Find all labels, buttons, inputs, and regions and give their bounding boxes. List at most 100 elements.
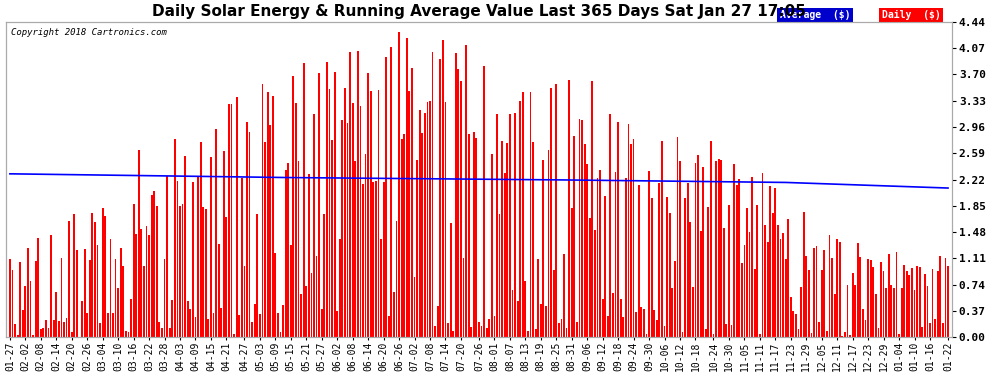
Bar	[909, 275, 910, 337]
Bar	[525, 281, 527, 337]
Bar	[329, 88, 331, 337]
Bar	[880, 262, 882, 337]
Bar	[728, 205, 730, 337]
Bar	[790, 297, 792, 337]
Bar	[504, 173, 506, 337]
Bar	[914, 290, 916, 337]
Bar	[743, 245, 745, 337]
Bar	[759, 334, 760, 337]
Bar	[226, 217, 228, 337]
Bar	[687, 183, 689, 337]
Bar	[334, 72, 336, 337]
Bar	[769, 186, 771, 337]
Bar	[491, 154, 493, 337]
Bar	[710, 141, 712, 337]
Bar	[501, 141, 503, 337]
Bar	[182, 204, 183, 337]
Bar	[264, 142, 266, 337]
Bar	[266, 92, 268, 337]
Bar	[390, 47, 392, 337]
Bar	[65, 318, 67, 337]
Bar	[813, 248, 815, 337]
Bar	[527, 331, 529, 337]
Bar	[576, 322, 578, 337]
Bar	[563, 254, 565, 337]
Bar	[133, 204, 135, 337]
Bar	[274, 253, 276, 337]
Bar	[406, 38, 408, 337]
Bar	[221, 308, 222, 337]
Bar	[922, 327, 923, 337]
Bar	[359, 106, 361, 337]
Bar	[290, 245, 292, 337]
Bar	[86, 313, 88, 337]
Bar	[620, 299, 622, 337]
Bar	[937, 271, 939, 337]
Bar	[594, 230, 596, 337]
Bar	[641, 307, 643, 337]
Bar	[81, 301, 83, 337]
Bar	[924, 274, 926, 337]
Bar	[795, 314, 797, 337]
Bar	[756, 206, 758, 337]
Bar	[282, 305, 284, 337]
Bar	[370, 91, 371, 337]
Bar	[442, 40, 444, 337]
Bar	[552, 270, 554, 337]
Bar	[174, 140, 176, 337]
Bar	[507, 143, 508, 337]
Bar	[753, 270, 755, 337]
Bar	[602, 299, 604, 337]
Bar	[751, 177, 753, 337]
Bar	[155, 206, 157, 337]
Bar	[228, 104, 230, 337]
Bar	[223, 151, 225, 337]
Bar	[653, 310, 655, 337]
Text: Average  ($): Average ($)	[780, 10, 850, 20]
Bar	[60, 258, 62, 337]
Bar	[362, 183, 364, 337]
Bar	[901, 288, 903, 337]
Bar	[890, 285, 892, 337]
Bar	[919, 267, 921, 337]
Bar	[424, 113, 426, 337]
Text: Copyright 2018 Cartronics.com: Copyright 2018 Cartronics.com	[11, 28, 166, 37]
Bar	[462, 258, 464, 337]
Bar	[89, 260, 91, 337]
Bar	[128, 332, 130, 337]
Bar	[864, 320, 866, 337]
Bar	[581, 120, 583, 337]
Bar	[68, 221, 70, 337]
Bar	[929, 323, 931, 337]
Bar	[316, 256, 318, 337]
Bar	[125, 331, 127, 337]
Bar	[411, 68, 413, 337]
Bar	[55, 292, 57, 337]
Bar	[205, 209, 207, 337]
Bar	[483, 66, 485, 337]
Bar	[346, 123, 348, 337]
Bar	[321, 309, 323, 337]
Bar	[944, 258, 946, 337]
Bar	[517, 302, 519, 337]
Bar	[586, 164, 588, 337]
Bar	[684, 198, 686, 337]
Bar	[555, 84, 557, 337]
Bar	[645, 334, 647, 337]
Title: Daily Solar Energy & Running Average Value Last 365 Days Sat Jan 27 17:05: Daily Solar Energy & Running Average Val…	[152, 4, 806, 19]
Bar	[800, 288, 802, 337]
Bar	[779, 239, 781, 337]
Bar	[496, 114, 498, 337]
Bar	[726, 324, 728, 337]
Bar	[234, 334, 235, 337]
Bar	[761, 173, 763, 337]
Bar	[398, 32, 400, 337]
Bar	[636, 312, 638, 337]
Bar	[628, 124, 630, 337]
Bar	[107, 313, 109, 337]
Bar	[168, 328, 170, 337]
Bar	[84, 249, 85, 337]
Bar	[22, 310, 24, 337]
Bar	[58, 321, 59, 337]
Bar	[239, 315, 241, 337]
